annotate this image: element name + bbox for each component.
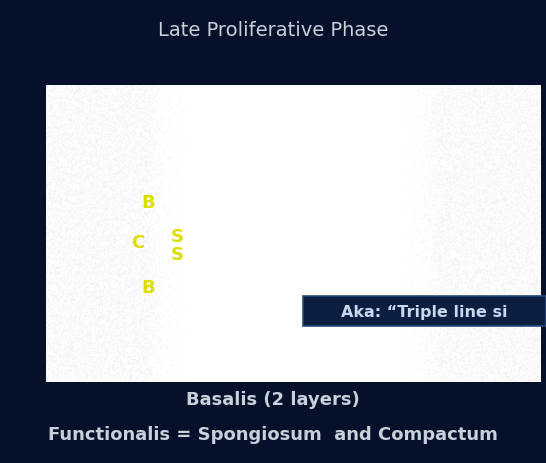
Text: B: B [141, 194, 155, 212]
Text: S: S [171, 228, 184, 246]
Text: C: C [131, 234, 145, 252]
Text: Aka: “Triple line si: Aka: “Triple line si [341, 304, 508, 319]
Text: Basalis (2 layers): Basalis (2 layers) [186, 390, 360, 408]
Text: S: S [171, 245, 184, 263]
Text: Functionalis = Spongiosum  and Compactum: Functionalis = Spongiosum and Compactum [48, 425, 498, 443]
Text: Late Proliferative Phase: Late Proliferative Phase [158, 21, 388, 39]
Text: B: B [141, 278, 155, 296]
